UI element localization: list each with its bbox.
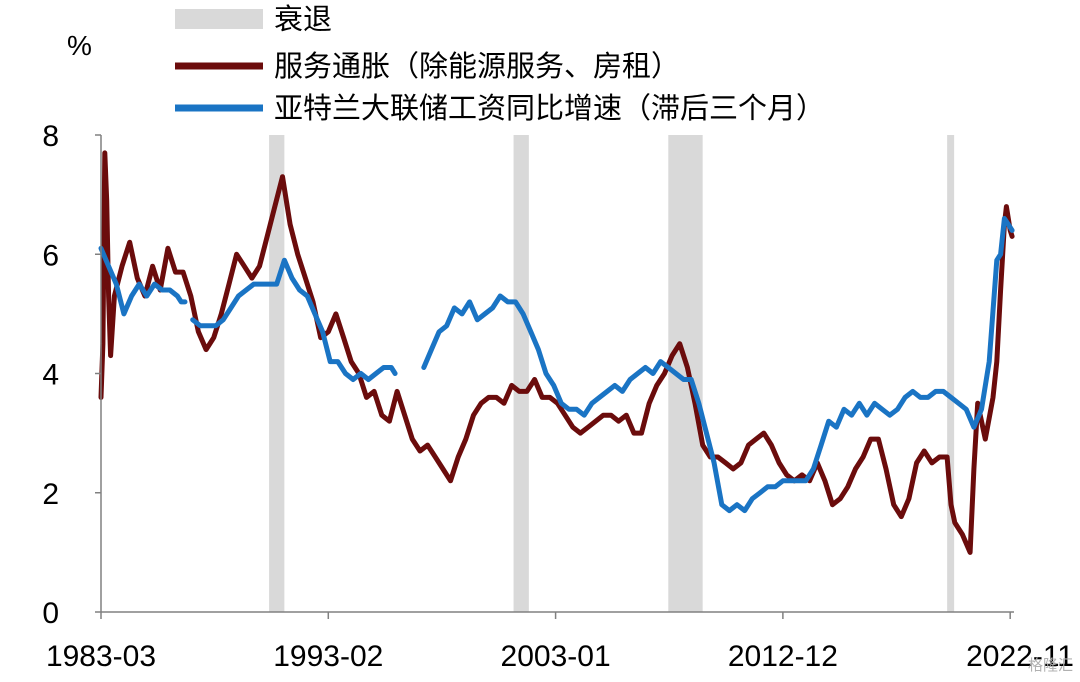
y-tick-label: 4 <box>42 359 59 392</box>
y-tick-label: 2 <box>42 478 59 511</box>
legend-label-recession: 衰退 <box>274 2 332 36</box>
wage-growth-line-segment-3 <box>421 216 1015 514</box>
x-tick-label: 1993-02 <box>273 640 383 673</box>
y-axis-unit-label: % <box>67 30 92 61</box>
axes: 0 2 4 6 8 1983-03 1993-02 2003-01 2012-12 2022-11 <box>42 120 1074 673</box>
wage-growth-line-segment-1 <box>98 245 188 317</box>
x-tick-label: 1983-03 <box>46 640 156 673</box>
legend-label-services: 服务通胀（除能源服务、房租） <box>274 49 680 83</box>
x-tick-label: 2012-12 <box>728 640 838 673</box>
legend: 衰退 服务通胀（除能源服务、房租） 亚特兰大联储工资同比增速（滞后三个月） <box>175 2 825 125</box>
x-tick-label: 2003-01 <box>501 640 611 673</box>
recession-band-2 <box>513 135 529 612</box>
recession-bands <box>269 135 955 612</box>
y-tick-label: 0 <box>42 597 59 630</box>
x-tick-label: 2022-11 <box>966 640 1074 673</box>
series-lines <box>98 150 1015 555</box>
services-inflation-line-segment-1 <box>98 150 1015 555</box>
recession-band-1 <box>269 135 285 612</box>
legend-swatch-recession <box>175 9 263 29</box>
legend-label-wages: 亚特兰大联储工资同比增速（滞后三个月） <box>274 91 825 125</box>
watermark-logo-text: 格隆汇 <box>1028 656 1073 674</box>
recession-band-4 <box>947 135 955 612</box>
wage-growth-line-segment-2 <box>190 257 398 382</box>
y-tick-label: 8 <box>42 120 59 153</box>
y-tick-label: 6 <box>42 239 59 272</box>
